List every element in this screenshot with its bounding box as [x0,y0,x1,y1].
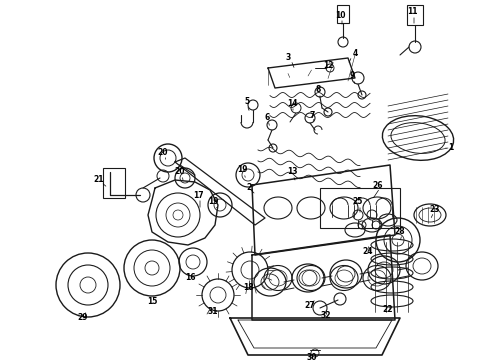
Text: 4: 4 [352,49,358,58]
Bar [103,168,125,198]
Text: 16: 16 [185,274,195,283]
Text: 24: 24 [363,248,373,256]
Text: 5: 5 [245,98,249,107]
Text: 10: 10 [335,10,345,19]
Text: 14: 14 [287,99,297,108]
Text: 15: 15 [147,297,157,306]
Text: 1: 1 [448,144,454,153]
Text: 6: 6 [265,113,270,122]
Text: 20: 20 [175,167,185,176]
Text: 21: 21 [94,175,104,184]
Text: 22: 22 [383,306,393,315]
Text: 12: 12 [323,60,333,69]
Text: 8: 8 [315,85,320,94]
Text: 19: 19 [237,166,247,175]
Text: 11: 11 [407,8,417,17]
Text: 26: 26 [373,180,383,189]
Text: 29: 29 [78,314,88,323]
Text: 13: 13 [287,167,297,176]
Text: 3: 3 [285,53,291,62]
Text: 23: 23 [430,206,440,215]
Bar [407,5,423,25]
Text: 20: 20 [158,148,168,157]
Text: 17: 17 [193,190,203,199]
Text: 2: 2 [246,184,252,193]
Text: 27: 27 [305,301,315,310]
Text: 25: 25 [353,198,363,207]
Text: 9: 9 [349,72,355,81]
Text: 7: 7 [309,111,315,120]
Text: 31: 31 [208,307,218,316]
Text: 19: 19 [208,198,218,207]
Text: 30: 30 [307,354,317,360]
Bar [320,188,400,228]
Text: 18: 18 [243,284,253,292]
Text: 28: 28 [394,228,405,237]
Bar [337,5,349,23]
Text: 32: 32 [321,310,331,320]
